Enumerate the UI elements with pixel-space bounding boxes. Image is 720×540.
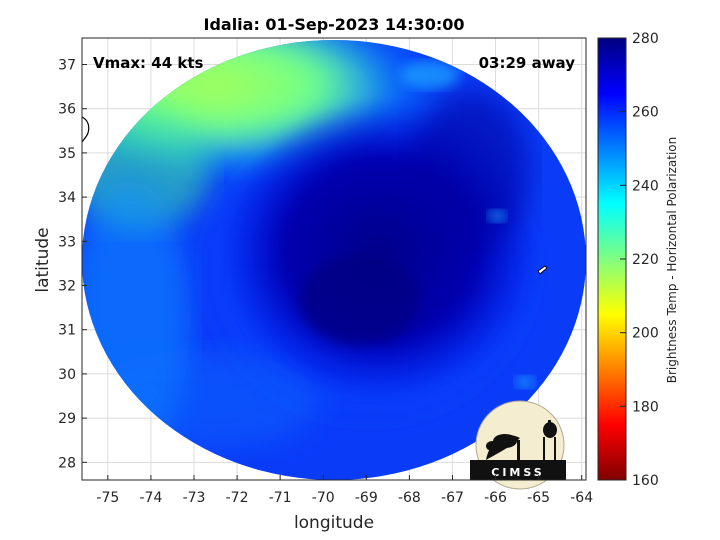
x-tick-label: -69 [355, 490, 378, 506]
x-tick-label: -68 [398, 490, 421, 506]
y-tick-label: 30 [58, 367, 76, 383]
x-tick-label: -73 [183, 490, 206, 506]
y-tick-label: 32 [58, 279, 76, 295]
y-axis: 28 29 30 31 32 33 34 35 36 37 [58, 58, 87, 471]
x-tick-label: -70 [312, 490, 335, 506]
coastline [81, 116, 90, 143]
colorbar-tick-label: 220 [632, 252, 659, 268]
x-tick-label: -71 [269, 490, 292, 506]
time-away-annotation: 03:29 away [479, 54, 576, 72]
y-tick-label: 29 [58, 411, 76, 427]
y-tick-label: 33 [58, 234, 76, 250]
x-tick-label: -72 [226, 490, 249, 506]
y-tick-label: 31 [58, 323, 76, 339]
cimss-logo: CIMSS [470, 400, 566, 490]
x-tick-label: -67 [441, 490, 464, 506]
cimss-logo-text: CIMSS [491, 466, 544, 479]
x-axis-label: longitude [294, 513, 374, 533]
y-axis-label: latitude [33, 227, 53, 292]
colorbar-tick-label: 280 [632, 31, 659, 47]
colorbar-tick-label: 260 [632, 105, 659, 121]
x-tick-label: -74 [139, 490, 162, 506]
y-tick-label: 36 [58, 102, 76, 118]
colorbar-tick-label: 180 [632, 399, 659, 415]
vmax-annotation: Vmax: 44 kts [93, 54, 203, 72]
y-tick-label: 28 [58, 455, 76, 471]
chart-title: Idalia: 01-Sep-2023 14:30:00 [203, 15, 464, 34]
x-tick-label: -66 [484, 490, 507, 506]
x-tick-label: -65 [527, 490, 550, 506]
y-tick-label: 37 [58, 58, 76, 74]
y-tick-label: 34 [58, 190, 76, 206]
colorbar-tick-label: 240 [632, 178, 659, 194]
colorbar-label: Brightness Temp - Horizontal Polarizatio… [665, 137, 679, 384]
colorbar-tick-label: 160 [632, 473, 659, 489]
x-tick-label: -64 [570, 490, 593, 506]
colorbar: 160 180 200 220 240 260 280 Brightness Temp - … [597, 31, 679, 489]
y-tick-label: 35 [58, 146, 76, 162]
x-axis: -75 -74 -73 -72 -71 -70 -69 -68 -67 -66 -65 -64 [96, 475, 593, 506]
plot-frame [81, 37, 587, 481]
colorbar-tick-label: 200 [632, 326, 659, 342]
island-outline [537, 265, 548, 275]
x-tick-label: -75 [96, 490, 119, 506]
